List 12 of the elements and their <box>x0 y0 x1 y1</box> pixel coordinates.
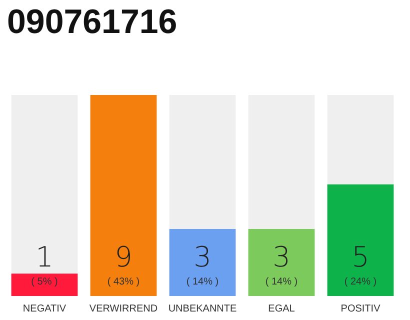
data-label: 3 ( 14% ) <box>186 240 219 288</box>
x-tick-label: UNBEKANNTE <box>168 304 237 314</box>
data-label: 3 ( 14% ) <box>265 240 298 288</box>
bar <box>11 274 78 296</box>
data-label: 5 ( 24% ) <box>344 240 377 288</box>
x-tick-label: VERWIRREND <box>89 304 158 314</box>
chart-title: 090761716 <box>7 3 178 41</box>
data-label: 9 ( 43% ) <box>107 240 140 288</box>
x-tick-label: EGAL <box>268 304 296 314</box>
x-tick-label: POSITIV <box>340 304 381 314</box>
data-label: 1 ( 5% ) <box>31 240 58 288</box>
x-tick-label: NEGATIV <box>22 304 66 314</box>
